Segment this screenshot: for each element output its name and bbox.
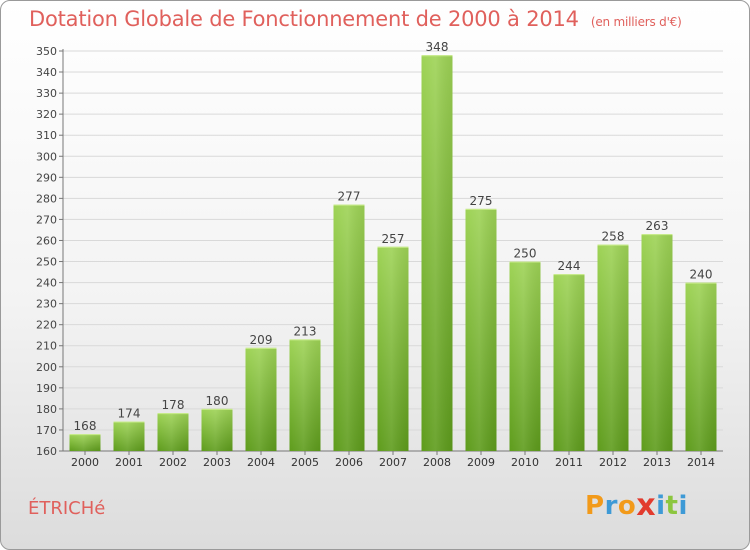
bar-value-label: 348 <box>426 40 449 54</box>
bar-shine <box>597 244 629 451</box>
bar-value-label: 178 <box>162 398 185 412</box>
logo-letter: r <box>604 491 618 521</box>
bar-value-label: 240 <box>690 268 713 282</box>
bar-shine <box>553 274 585 451</box>
x-tick-label: 2000 <box>71 456 99 469</box>
y-tick-label: 260 <box>36 234 57 247</box>
bar-value-label: 213 <box>294 324 317 338</box>
x-tick-label: 2008 <box>423 456 451 469</box>
chart-title: Dotation Globale de Fonctionnement de 20… <box>29 7 682 31</box>
y-tick-label: 340 <box>36 66 57 79</box>
logo-letter: x <box>636 488 657 523</box>
x-tick-label: 2011 <box>555 456 583 469</box>
bar-shine <box>509 261 541 451</box>
bar-value-label: 257 <box>382 232 405 246</box>
y-tick-label: 160 <box>36 445 57 458</box>
bar-shine <box>685 282 717 451</box>
x-tick-label: 2010 <box>511 456 539 469</box>
proxiti-logo: Proxiti <box>585 487 688 523</box>
bar-shine <box>201 408 233 451</box>
x-tick-label: 2013 <box>643 456 671 469</box>
x-tick-label: 2004 <box>247 456 275 469</box>
logo-letter: i <box>656 491 666 521</box>
x-tick-label: 2001 <box>115 456 143 469</box>
bars <box>69 55 717 452</box>
bar-value-label: 174 <box>118 407 141 421</box>
x-tick-label: 2003 <box>203 456 231 469</box>
bar-shine <box>465 208 497 451</box>
x-tick-label: 2005 <box>291 456 319 469</box>
x-tick-label: 2009 <box>467 456 495 469</box>
y-tick-label: 200 <box>36 361 57 374</box>
data-labels: 168 174 178 180 209 213 277 257 348 275 250 244 258 2… <box>74 40 713 433</box>
y-tick-label: 190 <box>36 382 57 395</box>
logo-letter: o <box>617 491 637 521</box>
x-tick-label: 2002 <box>159 456 187 469</box>
y-tick-label: 350 <box>36 45 57 58</box>
y-tick-label: 310 <box>36 129 57 142</box>
x-tick-label: 2007 <box>379 456 407 469</box>
commune-name: ÉTRICHé <box>28 498 106 519</box>
bar-value-label: 263 <box>646 219 669 233</box>
bar-shine <box>377 246 409 451</box>
bar-shine <box>69 434 101 451</box>
bar-value-label: 180 <box>206 394 229 408</box>
y-tick-label: 180 <box>36 403 57 416</box>
bar-shine <box>641 234 673 451</box>
x-tick-label: 2006 <box>335 456 363 469</box>
bar-value-label: 258 <box>602 230 625 244</box>
bar-shine <box>245 347 277 451</box>
logo-letter: P <box>585 491 605 521</box>
bar-shine <box>289 339 321 451</box>
y-tick-label: 230 <box>36 298 57 311</box>
bar-value-label: 168 <box>74 419 97 433</box>
bar-value-label: 244 <box>558 259 581 273</box>
logo-letter: t <box>665 491 679 521</box>
y-tick-label: 320 <box>36 108 57 121</box>
x-tick-label: 2014 <box>687 456 715 469</box>
bar-value-label: 250 <box>514 247 537 261</box>
y-tick-label: 220 <box>36 319 57 332</box>
chart-title-text: Dotation Globale de Fonctionnement de 20… <box>29 7 579 31</box>
bar-shine <box>421 55 453 452</box>
bar-value-label: 209 <box>250 333 273 347</box>
y-tick-label: 250 <box>36 256 57 269</box>
x-tick-label: 2012 <box>599 456 627 469</box>
y-tick-label: 300 <box>36 150 57 163</box>
y-tick-label: 210 <box>36 340 57 353</box>
y-tick-label: 270 <box>36 213 57 226</box>
bar-shine <box>157 413 189 451</box>
axes: 160 170 180 190 200 210 220 230 240 250 260 270 280 2… <box>36 45 723 469</box>
chart-unit: (en milliers d'€) <box>590 15 682 29</box>
bar-shine <box>333 204 365 451</box>
y-tick-label: 280 <box>36 192 57 205</box>
logo-letter: i <box>678 491 688 521</box>
y-tick-label: 240 <box>36 277 57 290</box>
bar-value-label: 277 <box>338 190 361 204</box>
y-tick-label: 330 <box>36 87 57 100</box>
y-tick-label: 290 <box>36 171 57 184</box>
y-tick-label: 170 <box>36 424 57 437</box>
bar-value-label: 275 <box>470 194 493 208</box>
bar-shine <box>113 421 145 451</box>
